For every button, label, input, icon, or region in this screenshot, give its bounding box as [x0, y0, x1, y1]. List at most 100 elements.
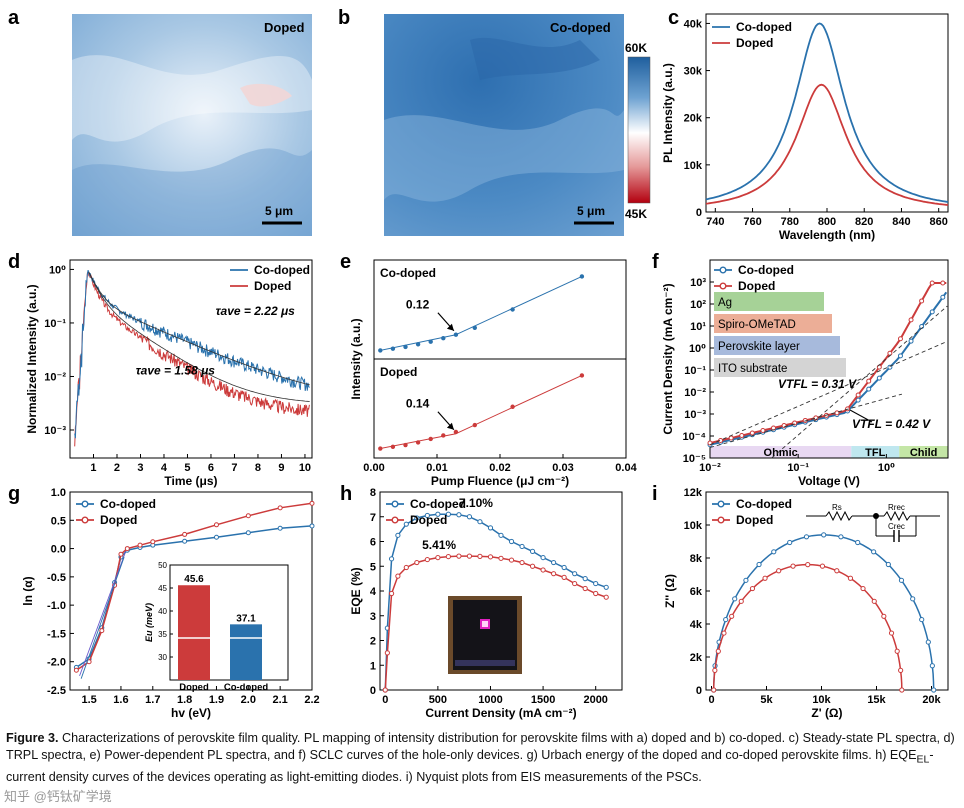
data-point: [390, 444, 396, 449]
region-band: [899, 446, 948, 458]
y-tick-label: 8k: [690, 553, 703, 565]
legend-label: Doped: [736, 36, 773, 50]
colorbar-max-label: 60K: [625, 41, 647, 55]
x-tick-label: 820: [855, 216, 873, 228]
inset-bar-value: 45.6: [184, 574, 204, 585]
data-point: [888, 630, 895, 636]
data-point: [424, 556, 430, 563]
x-tick-label: 6: [208, 462, 214, 474]
y-tick-label: 5: [370, 561, 376, 573]
fit-line: [88, 271, 310, 386]
resistor-rrec: [883, 510, 911, 522]
data-point: [866, 378, 872, 384]
x-tick-label: 10⁻²: [699, 462, 721, 474]
inset-category-label: Co-doped: [224, 682, 269, 693]
x-tick-label: 10⁻¹: [787, 462, 809, 474]
inset-category-label: Doped: [179, 682, 209, 693]
data-point: [414, 559, 420, 566]
plot-frame: [69, 259, 313, 459]
threshold-label: 0.12: [406, 298, 430, 312]
x-tick-label: 0: [382, 694, 388, 706]
legend-label: Co-doped: [100, 497, 156, 511]
y-tick-label: 20k: [684, 113, 703, 125]
x-tick-label: 2000: [583, 694, 607, 706]
data-point: [805, 562, 811, 568]
y-tick-label: 10¹: [690, 321, 706, 333]
data-point: [445, 511, 451, 517]
legend-marker: [719, 282, 727, 290]
data-point: [603, 584, 609, 590]
fit-line: [455, 374, 583, 435]
y-tick-label: 12k: [684, 487, 703, 499]
data-point: [150, 539, 156, 545]
data-point: [508, 557, 515, 563]
y-tick-label: 4k: [690, 619, 703, 631]
x-tick-label: 4: [161, 462, 168, 474]
y-tick-label: 1.0: [51, 487, 66, 499]
x-tick-label: 0.04: [615, 462, 637, 474]
data-point: [395, 573, 401, 579]
x-tick-label: 2.1: [273, 694, 288, 706]
threshold-label: 0.14: [406, 397, 430, 411]
data-point: [897, 353, 903, 359]
inset-y-label: Eu (meV): [144, 603, 154, 642]
guide-line: [771, 305, 948, 459]
data-point: [572, 580, 578, 587]
chart-c: 740 760 780 800 820 840 860 0 10k 20k 30k 40k Wavele…: [661, 7, 949, 242]
y-axis-label: Z'' (Ω): [663, 574, 677, 608]
x-tick-label: 8: [255, 462, 261, 474]
guide-line: [709, 340, 948, 446]
device-emission-core: [482, 621, 488, 627]
data-point: [424, 512, 430, 519]
data-point: [435, 511, 441, 517]
y-tick-label: 10²: [690, 299, 706, 311]
y-axis-label: EQE (%): [349, 567, 363, 614]
y-tick-label: 10⁰: [49, 264, 66, 276]
data-point: [403, 344, 408, 350]
vtfl-annotation: VTFL = 0.31 V: [778, 377, 857, 391]
x-tick-label: 0: [708, 694, 714, 706]
map-texture: [384, 108, 624, 202]
data-point: [213, 534, 219, 540]
layer-label: Perovskite layer: [718, 341, 800, 353]
y-tick-label: 8: [370, 487, 376, 499]
data-point: [579, 274, 585, 279]
data-point: [477, 519, 483, 525]
y-tick-label: 10⁻²: [44, 371, 66, 383]
data-point: [498, 532, 504, 538]
y-tick-label: 3: [370, 611, 376, 623]
x-tick-label: 1: [90, 462, 96, 474]
y-tick-label: 0: [696, 207, 702, 219]
inset-y-tick-label: 40: [158, 607, 167, 616]
threshold-arrowhead: [446, 323, 454, 331]
data-point: [472, 325, 477, 330]
layer-block: [714, 358, 846, 377]
inset-bar: [230, 624, 262, 680]
subpanel-title: Doped: [380, 365, 417, 379]
legend-marker: [81, 516, 89, 524]
data-point: [787, 539, 793, 546]
device-photo-screen: [453, 600, 517, 670]
data-point: [441, 433, 446, 438]
data-point: [898, 667, 904, 673]
data-point: [510, 404, 515, 409]
data-point: [388, 590, 395, 597]
threshold-arrowhead: [446, 422, 454, 430]
inset-bar-value: 37.1: [236, 613, 256, 624]
vtfl-pointer: [849, 409, 873, 423]
colorbar: [627, 56, 651, 204]
data-point: [881, 613, 887, 619]
x-tick-label: 10⁰: [878, 462, 895, 474]
data-point: [855, 397, 861, 403]
series-line: [705, 22, 949, 203]
data-point: [508, 538, 515, 545]
data-point: [582, 585, 588, 592]
data-point: [540, 554, 546, 561]
data-point: [245, 513, 251, 519]
x-axis-label: Voltage (V): [798, 474, 860, 488]
data-point: [403, 442, 408, 448]
data-point: [876, 375, 882, 381]
series-line: [705, 83, 949, 206]
plot-frame: [709, 259, 949, 459]
data-point: [749, 585, 756, 592]
